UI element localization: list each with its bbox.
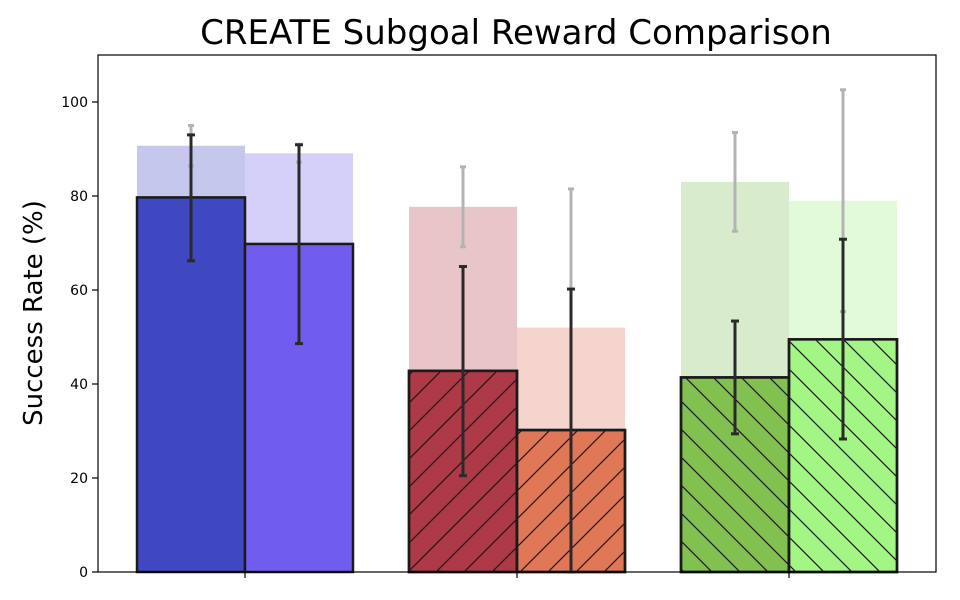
- axes: [97, 54, 937, 578]
- background-error-bar-1-0: [460, 165, 466, 249]
- foreground-error-bars: [187, 133, 847, 574]
- y-tick-label-0: 0: [79, 565, 88, 581]
- y-tick-label-2: 40: [70, 377, 88, 393]
- y-axis-label: Success Rate (%): [19, 200, 49, 426]
- y-tick-label-3: 60: [70, 283, 88, 299]
- y-ticks: 0 20 40 60 80 100: [61, 95, 98, 581]
- y-tick-label-4: 80: [70, 189, 88, 205]
- error-bar-1-0: [459, 265, 467, 478]
- error-bar-2-1: [839, 237, 847, 441]
- background-error-bar-2-0: [732, 131, 738, 233]
- y-tick-label-1: 20: [70, 471, 88, 487]
- y-tick-label-5: 100: [61, 95, 88, 111]
- error-bar-0-1: [295, 143, 303, 346]
- error-bar-0-0: [187, 133, 195, 263]
- chart-title: CREATE Subgoal Reward Comparison: [200, 13, 832, 53]
- error-bar-2-0: [731, 319, 739, 436]
